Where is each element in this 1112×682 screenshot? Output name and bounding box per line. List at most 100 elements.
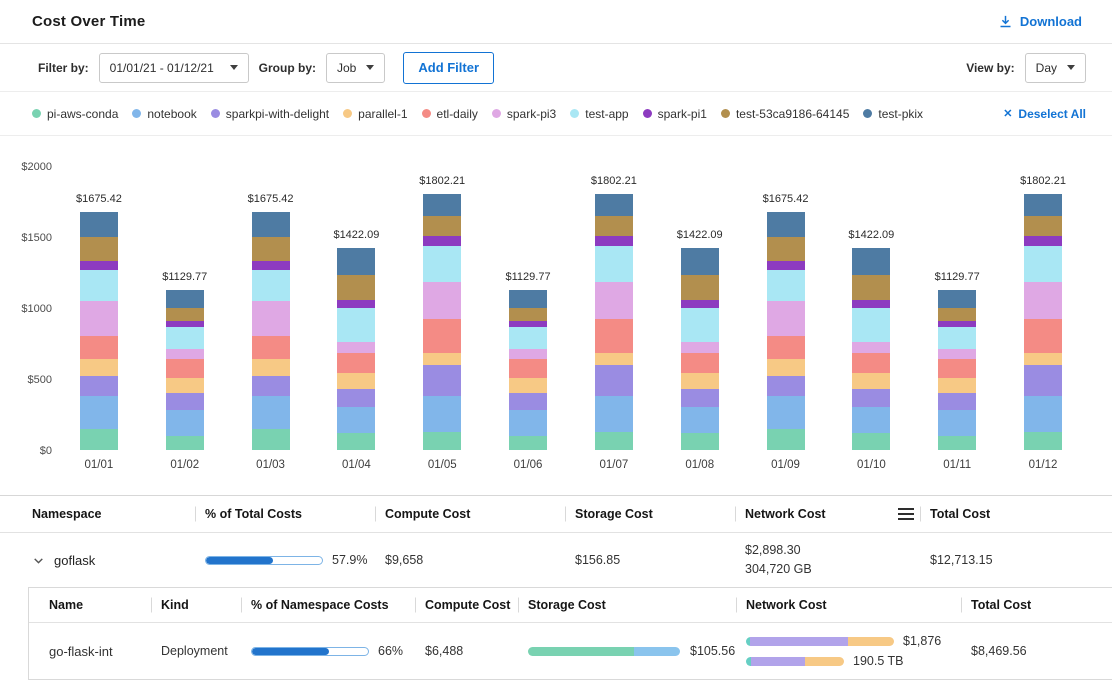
bar-segment-sparkpi-with-delight[interactable] [1024, 365, 1062, 396]
bar-segment-test-app[interactable] [767, 270, 805, 301]
bar-segment-sparkpi-with-delight[interactable] [423, 365, 461, 396]
bar-segment-test-app[interactable] [337, 308, 375, 342]
stacked-bar[interactable]: $1129.77 [509, 166, 547, 450]
bar-segment-sparkpi-with-delight[interactable] [852, 389, 890, 407]
bar-segment-parallel-1[interactable] [166, 378, 204, 394]
bar-segment-etl-daily[interactable] [681, 353, 719, 373]
bar-segment-spark-pi1[interactable] [1024, 236, 1062, 246]
bar-segment-sparkpi-with-delight[interactable] [509, 393, 547, 410]
bar-segment-parallel-1[interactable] [595, 353, 633, 364]
col-header-network[interactable]: Network Cost [745, 507, 930, 521]
bar-segment-etl-daily[interactable] [80, 336, 118, 359]
bar-segment-test-pkix[interactable] [767, 212, 805, 237]
legend-item-spark-pi3[interactable]: spark-pi3 [492, 107, 556, 121]
bar-segment-test-53ca9186-64145[interactable] [166, 308, 204, 321]
bar-segment-spark-pi3[interactable] [80, 301, 118, 337]
bar-segment-sparkpi-with-delight[interactable] [767, 376, 805, 396]
bar-segment-spark-pi1[interactable] [423, 236, 461, 246]
bar-segment-test-app[interactable] [80, 270, 118, 301]
stacked-bar[interactable]: $1422.09 [337, 166, 375, 450]
bar-segment-spark-pi1[interactable] [852, 300, 890, 308]
bar-segment-etl-daily[interactable] [509, 359, 547, 377]
bar-segment-test-pkix[interactable] [80, 212, 118, 237]
bar-segment-etl-daily[interactable] [423, 319, 461, 353]
bar-segment-etl-daily[interactable] [166, 359, 204, 377]
bar-segment-test-53ca9186-64145[interactable] [252, 237, 290, 261]
legend-item-sparkpi-with-delight[interactable]: sparkpi-with-delight [211, 107, 329, 121]
bar-segment-test-pkix[interactable] [595, 194, 633, 216]
stacked-bar[interactable]: $1129.77 [938, 166, 976, 450]
bar-segment-pi-aws-conda[interactable] [509, 436, 547, 450]
bar-segment-parallel-1[interactable] [80, 359, 118, 376]
bar-segment-test-53ca9186-64145[interactable] [337, 275, 375, 301]
bar-segment-parallel-1[interactable] [938, 378, 976, 394]
bar-segment-test-pkix[interactable] [423, 194, 461, 216]
legend-item-test-53ca9186-64145[interactable]: test-53ca9186-64145 [721, 107, 849, 121]
bar-segment-spark-pi1[interactable] [252, 261, 290, 270]
bar-segment-test-53ca9186-64145[interactable] [595, 216, 633, 236]
bar-segment-parallel-1[interactable] [767, 359, 805, 376]
bar-segment-pi-aws-conda[interactable] [767, 429, 805, 450]
bar-segment-test-53ca9186-64145[interactable] [1024, 216, 1062, 236]
bar-segment-notebook[interactable] [938, 410, 976, 436]
bar-segment-etl-daily[interactable] [938, 359, 976, 377]
bar-segment-test-pkix[interactable] [166, 290, 204, 308]
bar-segment-spark-pi1[interactable] [337, 300, 375, 308]
bar-segment-parallel-1[interactable] [252, 359, 290, 376]
bar-segment-etl-daily[interactable] [1024, 319, 1062, 353]
bar-segment-etl-daily[interactable] [852, 353, 890, 373]
stacked-bar[interactable]: $1422.09 [852, 166, 890, 450]
col-header-storage[interactable]: Storage Cost [575, 507, 745, 521]
bar-segment-pi-aws-conda[interactable] [1024, 432, 1062, 450]
bar-segment-etl-daily[interactable] [252, 336, 290, 359]
bar-segment-spark-pi1[interactable] [681, 300, 719, 308]
bar-segment-spark-pi3[interactable] [767, 301, 805, 337]
bar-segment-test-53ca9186-64145[interactable] [509, 308, 547, 321]
bar-segment-test-app[interactable] [938, 327, 976, 350]
bar-segment-spark-pi3[interactable] [509, 349, 547, 359]
stacked-bar[interactable]: $1422.09 [681, 166, 719, 450]
stacked-bar[interactable]: $1675.42 [252, 166, 290, 450]
bar-segment-test-app[interactable] [852, 308, 890, 342]
bar-segment-notebook[interactable] [852, 407, 890, 433]
bar-segment-sparkpi-with-delight[interactable] [166, 393, 204, 410]
bar-segment-parallel-1[interactable] [1024, 353, 1062, 364]
bar-segment-pi-aws-conda[interactable] [166, 436, 204, 450]
column-menu-icon[interactable] [898, 508, 914, 520]
subcol-header-compute[interactable]: Compute Cost [425, 598, 528, 612]
col-header-compute[interactable]: Compute Cost [385, 507, 575, 521]
bar-segment-test-app[interactable] [681, 308, 719, 342]
bar-segment-test-53ca9186-64145[interactable] [767, 237, 805, 261]
bar-segment-sparkpi-with-delight[interactable] [595, 365, 633, 396]
bar-segment-notebook[interactable] [337, 407, 375, 433]
bar-segment-notebook[interactable] [80, 396, 118, 429]
deselect-all-button[interactable]: ✕ Deselect All [1003, 107, 1086, 121]
bar-segment-test-app[interactable] [166, 327, 204, 350]
bar-segment-spark-pi1[interactable] [80, 261, 118, 270]
bar-segment-pi-aws-conda[interactable] [423, 432, 461, 450]
subcol-header-pct[interactable]: % of Namespace Costs [251, 598, 425, 612]
stacked-bar[interactable]: $1802.21 [595, 166, 633, 450]
bar-segment-test-53ca9186-64145[interactable] [80, 237, 118, 261]
bar-segment-pi-aws-conda[interactable] [938, 436, 976, 450]
legend-item-etl-daily[interactable]: etl-daily [422, 107, 478, 121]
bar-segment-test-pkix[interactable] [509, 290, 547, 308]
legend-item-spark-pi1[interactable]: spark-pi1 [643, 107, 707, 121]
bar-segment-spark-pi3[interactable] [252, 301, 290, 337]
col-header-total[interactable]: Total Cost [930, 507, 1112, 521]
date-range-dropdown[interactable]: 01/01/21 - 01/12/21 [99, 53, 249, 83]
legend-item-test-pkix[interactable]: test-pkix [863, 107, 923, 121]
bar-segment-sparkpi-with-delight[interactable] [337, 389, 375, 407]
subcol-header-storage[interactable]: Storage Cost [528, 598, 746, 612]
bar-segment-spark-pi1[interactable] [595, 236, 633, 246]
legend-item-parallel-1[interactable]: parallel-1 [343, 107, 407, 121]
stacked-bar[interactable]: $1675.42 [80, 166, 118, 450]
bar-segment-notebook[interactable] [767, 396, 805, 429]
bar-segment-test-53ca9186-64145[interactable] [423, 216, 461, 236]
subcol-header-total[interactable]: Total Cost [971, 598, 1112, 612]
bar-segment-test-app[interactable] [595, 246, 633, 283]
download-button[interactable]: Download [998, 14, 1082, 29]
bar-segment-notebook[interactable] [252, 396, 290, 429]
bar-segment-notebook[interactable] [509, 410, 547, 436]
bar-segment-notebook[interactable] [423, 396, 461, 432]
